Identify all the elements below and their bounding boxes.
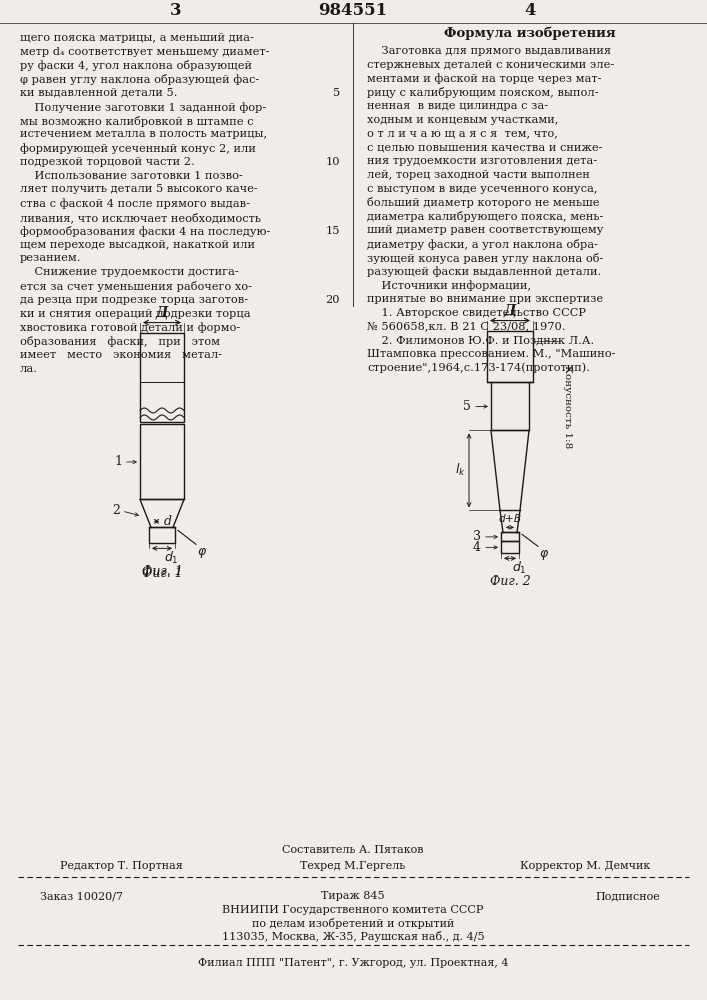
Text: подрезкой торцовой части 2.: подрезкой торцовой части 2. [20,157,194,167]
Bar [491,382,529,430]
Text: Корректор М. Демчик: Корректор М. Демчик [520,861,650,871]
Text: резанием.: резанием. [20,253,81,263]
Text: Формула изобретения: Формула изобретения [444,27,616,40]
Text: Фиг. 1: Фиг. 1 [141,567,182,580]
Text: 113035, Москва, Ж-35, Раушская наб., д. 4/5: 113035, Москва, Ж-35, Раушская наб., д. … [222,931,484,942]
Text: формирующей усеченный конус 2, или: формирующей усеченный конус 2, или [20,143,256,154]
Text: φ равен углу наклона образующей фас-: φ равен углу наклона образующей фас- [20,74,259,85]
Text: принятые во внимание при экспертизе: принятые во внимание при экспертизе [367,294,603,304]
Text: 4: 4 [525,2,536,19]
Text: ментами и фаской на торце через мат-: ментами и фаской на торце через мат- [367,73,602,84]
Text: ВНИИПИ Государственного комитета СССР: ВНИИПИ Государственного комитета СССР [222,905,484,915]
Text: Филиал ППП "Патент", г. Ужгород, ул. Проектная, 4: Филиал ППП "Патент", г. Ужгород, ул. Про… [198,958,508,968]
Text: рицу с калибрующим пояском, выпол-: рицу с калибрующим пояском, выпол- [367,87,599,98]
Text: $\varphi$: $\varphi$ [197,546,207,560]
Text: диаметра калибрующего пояска, мень-: диаметра калибрующего пояска, мень- [367,211,603,222]
Text: d: d [164,515,172,528]
Text: хвостовика готовой детали и формо-: хвостовика готовой детали и формо- [20,322,240,333]
Text: Редактор Т. Портная: Редактор Т. Портная [60,861,182,871]
Text: ла.: ла. [20,364,38,374]
Text: да резца при подрезке торца заготов-: да резца при подрезке торца заготов- [20,295,248,305]
Text: 3: 3 [170,2,182,19]
Text: с целью повышения качества и сниже-: с целью повышения качества и сниже- [367,142,602,152]
Text: 1: 1 [114,455,122,468]
Text: Д: Д [504,304,516,318]
Text: ства с фаской 4 после прямого выдав-: ства с фаской 4 после прямого выдав- [20,198,250,209]
Text: Источники информации,: Источники информации, [367,280,531,291]
Text: щем переходе высадкой, накаткой или: щем переходе высадкой, накаткой или [20,240,255,250]
Text: Заготовка для прямого выдавливания: Заготовка для прямого выдавливания [367,46,611,56]
Text: $l_k$: $l_k$ [455,462,466,478]
Text: стержневых деталей с коническими эле-: стержневых деталей с коническими эле- [367,60,614,70]
Text: формообразования фаски 4 на последую-: формообразования фаски 4 на последую- [20,226,270,237]
Text: диаметру фаски, а угол наклона обра-: диаметру фаски, а угол наклона обра- [367,239,598,250]
Text: 4: 4 [473,541,481,554]
Bar [501,541,519,553]
Bar [501,532,519,541]
Text: Использование заготовки 1 позво-: Использование заготовки 1 позво- [20,171,243,181]
Bar [140,424,184,499]
Text: 3: 3 [473,530,481,543]
Text: Д: Д [156,306,168,320]
Text: 20: 20 [325,295,340,305]
Text: Фиг. 2: Фиг. 2 [490,575,530,588]
Text: по делам изобретений и открытий: по делам изобретений и открытий [252,918,454,929]
Text: 10: 10 [325,157,340,167]
Text: Составитель А. Пятаков: Составитель А. Пятаков [282,845,423,855]
Text: $d{+}B$: $d{+}B$ [498,512,522,524]
Bar [149,527,175,543]
Text: Тираж 845: Тираж 845 [321,891,385,901]
Text: ния трудоемкости изготовления дета-: ния трудоемкости изготовления дета- [367,156,597,166]
Text: разующей фаски выдавленной детали.: разующей фаски выдавленной детали. [367,266,601,277]
Text: Конусность 1:8: Конусность 1:8 [563,365,573,448]
Text: 1. Авторское свидетельство СССР: 1. Авторское свидетельство СССР [367,308,586,318]
Text: 2. Филимонов Ю.Ф. и Поздняк Л.А.: 2. Филимонов Ю.Ф. и Поздняк Л.А. [367,335,595,345]
Text: имеет   место   экономия   метал-: имеет место экономия метал- [20,350,222,360]
Text: Заказ 10020/7: Заказ 10020/7 [40,891,123,901]
Text: 5: 5 [463,400,471,413]
Text: ливания, что исключает необходимость: ливания, что исключает необходимость [20,212,261,223]
Text: Получение заготовки 1 заданной фор-: Получение заготовки 1 заданной фор- [20,102,267,113]
Text: лей, торец заходной части выполнен: лей, торец заходной части выполнен [367,170,590,180]
Bar [140,333,184,422]
Text: ненная  в виде цилиндра с за-: ненная в виде цилиндра с за- [367,101,548,111]
Text: больший диаметр которого не меньше: больший диаметр которого не меньше [367,197,600,208]
Text: Снижение трудоемкости достига-: Снижение трудоемкости достига- [20,267,239,277]
Text: $d_1$: $d_1$ [164,550,179,566]
Text: Техред М.Гергель: Техред М.Гергель [300,861,406,871]
Text: 2: 2 [112,504,120,517]
Text: $\varphi$: $\varphi$ [539,548,549,562]
Text: истечением металла в полость матрицы,: истечением металла в полость матрицы, [20,129,267,139]
Text: ки выдавленной детали 5.: ки выдавленной детали 5. [20,88,177,98]
Text: мы возможно калибровкой в штампе с: мы возможно калибровкой в штампе с [20,116,254,127]
Text: зующей конуса равен углу наклона об-: зующей конуса равен углу наклона об- [367,253,603,264]
Text: Подписное: Подписное [595,891,660,901]
Text: $d_1$: $d_1$ [512,560,527,576]
Text: ется за счет уменьшения рабочего хо-: ется за счет уменьшения рабочего хо- [20,281,252,292]
Text: о т л и ч а ю щ а я с я  тем, что,: о т л и ч а ю щ а я с я тем, что, [367,128,558,138]
Text: щего пояска матрицы, а меньший диа-: щего пояска матрицы, а меньший диа- [20,33,254,43]
Text: метр d₄ соответствует меньшему диамет-: метр d₄ соответствует меньшему диамет- [20,47,269,57]
Text: Фиг. 1: Фиг. 1 [141,565,182,578]
Text: 5: 5 [333,88,340,98]
Bar [487,331,533,382]
Text: с выступом в виде усеченного конуса,: с выступом в виде усеченного конуса, [367,184,597,194]
Text: Штамповка прессованием. М., "Машино-: Штамповка прессованием. М., "Машино- [367,349,616,359]
Text: ляет получить детали 5 высокого каче-: ляет получить детали 5 высокого каче- [20,184,258,194]
Text: ходным и концевым участками,: ходным и концевым участками, [367,115,559,125]
Text: ший диаметр равен соответствующему: ший диаметр равен соответствующему [367,225,604,235]
Text: № 560658,кл. В 21 С 23/08, 1970.: № 560658,кл. В 21 С 23/08, 1970. [367,322,566,332]
Text: 984551: 984551 [318,2,387,19]
Text: ру фаски 4, угол наклона образующей: ру фаски 4, угол наклона образующей [20,60,252,71]
Text: строение",1964,с.173-174(прототип).: строение",1964,с.173-174(прототип). [367,363,590,373]
Text: 15: 15 [325,226,340,236]
Text: ки и снятия операций подрезки торца: ки и снятия операций подрезки торца [20,309,250,319]
Text: образования   фаски,   при   этом: образования фаски, при этом [20,336,220,347]
